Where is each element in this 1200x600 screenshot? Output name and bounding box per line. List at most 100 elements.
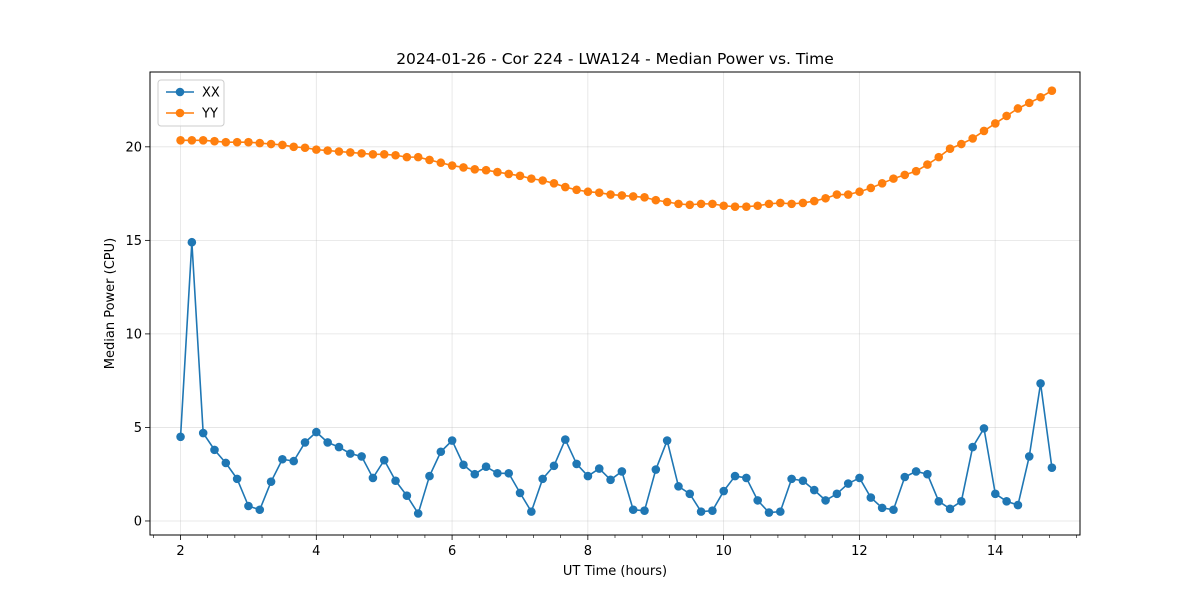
data-point-xx	[742, 473, 751, 483]
axes-frame	[149, 71, 1081, 536]
x-axis-label: UT Time (hours)	[563, 564, 667, 579]
series-xx	[176, 237, 1057, 518]
data-point-xx	[900, 472, 910, 482]
data-point-yy	[187, 135, 197, 145]
data-point-xx	[1002, 497, 1011, 506]
data-point-yy	[674, 199, 683, 209]
legend-label-xx: XX	[202, 86, 220, 101]
legend: XX YY	[157, 79, 225, 127]
data-point-xx	[719, 486, 729, 496]
x-tick-label: 14	[987, 544, 1004, 559]
data-point-xx	[176, 432, 185, 442]
y-tick-label: 10	[125, 327, 142, 342]
data-point-yy	[719, 201, 729, 211]
data-point-yy	[968, 134, 977, 143]
data-point-yy	[425, 155, 434, 165]
data-point-xx	[413, 509, 423, 518]
data-point-yy	[459, 163, 468, 172]
data-point-xx	[957, 497, 966, 506]
data-point-xx	[391, 476, 400, 486]
data-point-yy	[787, 199, 796, 209]
data-point-xx	[312, 427, 321, 437]
data-point-xx	[402, 491, 412, 501]
data-point-yy	[300, 143, 310, 153]
data-point-yy	[210, 136, 219, 146]
y-tick-label: 5	[134, 421, 142, 436]
data-point-yy	[323, 146, 332, 155]
data-point-yy	[809, 196, 819, 206]
data-point-xx	[493, 468, 502, 478]
data-point-xx	[232, 474, 242, 484]
data-point-yy	[742, 202, 751, 211]
data-point-xx	[662, 436, 672, 445]
data-point-yy	[685, 200, 695, 210]
data-point-xx	[594, 464, 604, 473]
data-point-yy	[232, 137, 242, 147]
legend-marker-yy	[175, 108, 185, 118]
data-point-yy	[843, 190, 853, 199]
data-point-yy	[312, 145, 321, 154]
data-point-yy	[447, 161, 457, 170]
data-point-xx	[640, 506, 649, 515]
data-point-xx	[753, 496, 762, 505]
data-point-yy	[832, 190, 842, 199]
data-point-yy	[877, 179, 887, 188]
data-point-yy	[504, 169, 514, 179]
data-point-xx	[515, 488, 525, 498]
data-point-yy	[515, 171, 525, 181]
x-tick-label: 2	[176, 544, 184, 559]
data-point-yy	[764, 199, 774, 209]
x-tick-label: 8	[584, 544, 592, 559]
data-point-yy	[481, 165, 491, 175]
data-point-yy	[436, 158, 446, 168]
data-point-yy	[923, 160, 932, 169]
data-point-xx	[561, 435, 570, 444]
data-point-yy	[651, 195, 661, 205]
data-point-yy	[640, 193, 649, 202]
y-tick-label: 20	[125, 140, 142, 155]
series-line-yy	[180, 90, 1053, 208]
data-point-xx	[979, 424, 989, 433]
y-tick-label: 0	[134, 514, 142, 529]
data-point-xx	[991, 489, 1000, 499]
data-point-yy	[583, 187, 593, 197]
data-point-yy	[1013, 104, 1023, 113]
legend-marker-xx	[175, 87, 185, 97]
data-point-xx	[685, 489, 695, 499]
data-point-yy	[866, 183, 876, 193]
data-point-yy	[278, 140, 287, 150]
data-point-xx	[617, 467, 627, 476]
data-point-xx	[1036, 379, 1045, 388]
legend-label-yy: YY	[201, 107, 218, 122]
data-point-xx	[674, 482, 683, 491]
data-point-xx	[425, 471, 434, 481]
data-point-yy	[911, 166, 921, 176]
data-point-yy	[1002, 111, 1011, 121]
data-point-yy	[176, 135, 185, 145]
data-point-yy	[221, 137, 231, 147]
ticks: 2 4 6 8 10 12 14 0 5 10 15 20	[125, 140, 1077, 559]
data-point-xx	[798, 476, 808, 486]
data-point-yy	[527, 174, 536, 183]
data-point-yy	[753, 201, 762, 211]
data-point-yy	[391, 150, 400, 160]
data-point-yy	[662, 197, 672, 207]
data-point-xx	[447, 436, 457, 445]
x-tick-label: 12	[851, 544, 868, 559]
chart-title: 2024-01-26 - Cor 224 - LWA124 - Median P…	[396, 50, 834, 68]
data-point-xx	[300, 438, 310, 447]
data-point-yy	[628, 192, 638, 201]
data-point-xx	[504, 468, 514, 478]
data-point-yy	[255, 138, 265, 148]
data-point-xx	[289, 456, 299, 466]
data-point-yy	[957, 139, 966, 149]
series-line-xx	[179, 241, 1053, 515]
data-point-yy	[1036, 92, 1045, 102]
data-point-xx	[459, 460, 468, 470]
data-point-xx	[244, 501, 253, 511]
data-point-yy	[572, 185, 581, 195]
data-point-yy	[617, 191, 627, 200]
series-yy	[176, 86, 1057, 211]
data-point-xx	[651, 465, 661, 474]
